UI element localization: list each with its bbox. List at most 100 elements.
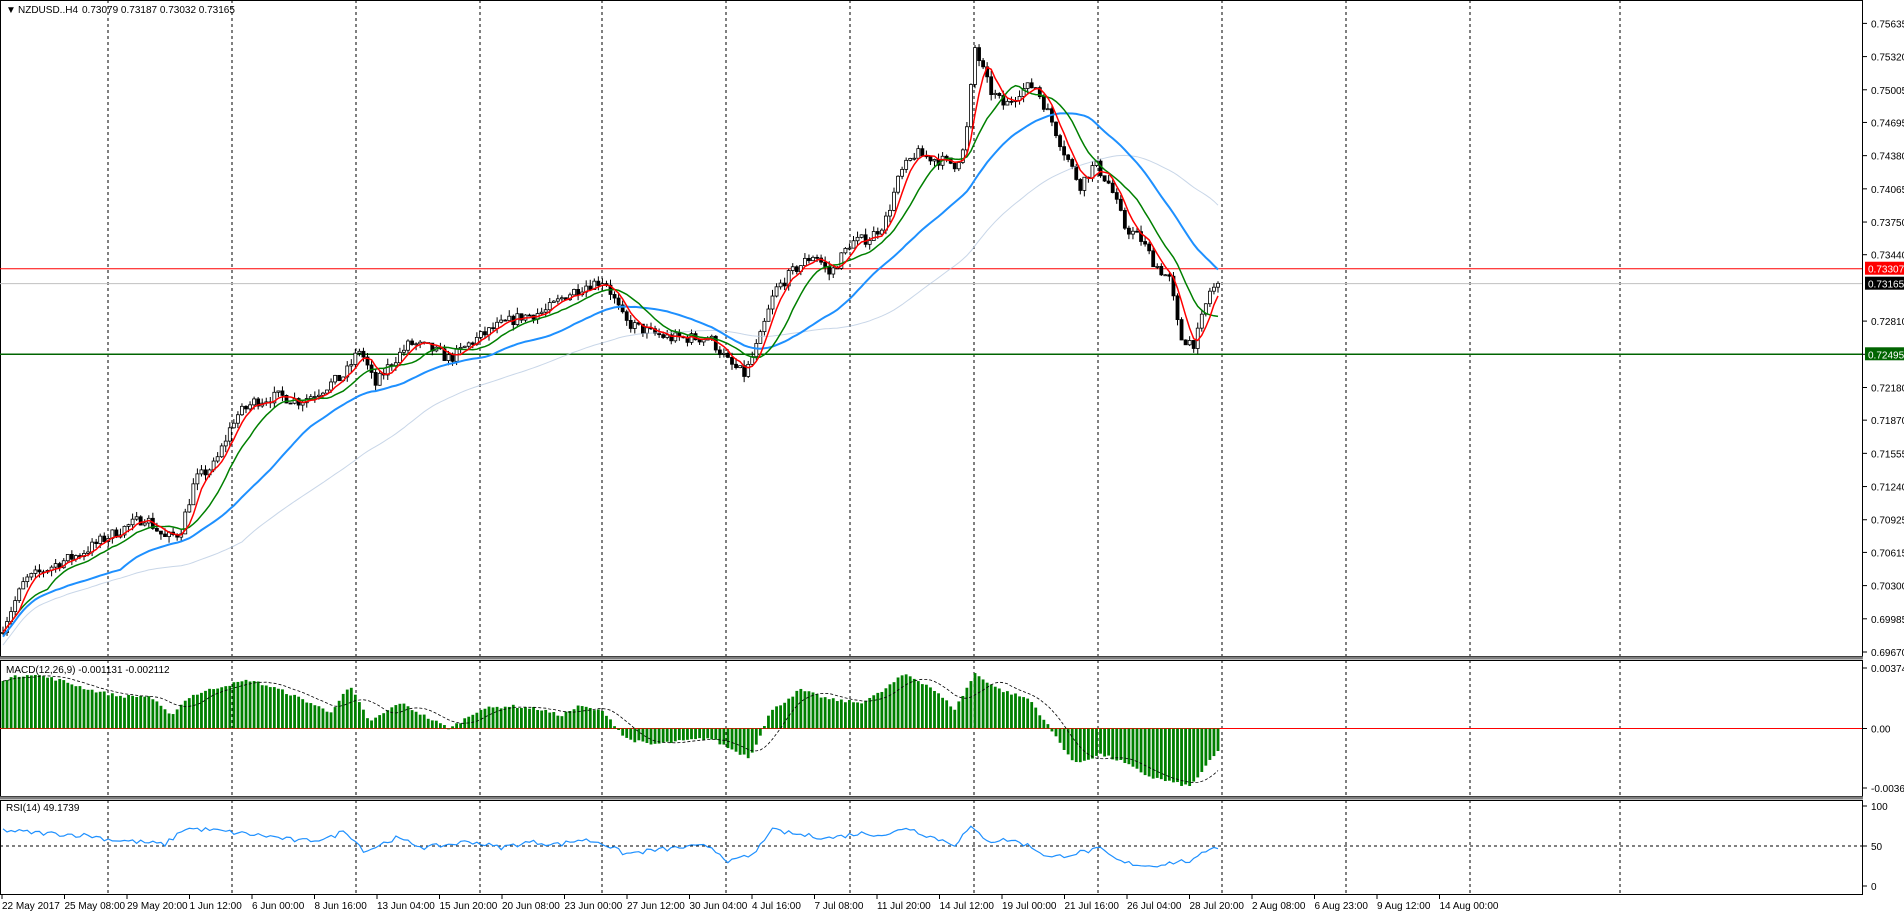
macd-bar <box>823 697 827 729</box>
macd-bar <box>698 728 701 739</box>
candle-body <box>843 248 848 254</box>
macd-bar <box>920 684 924 729</box>
macd-bar <box>260 685 264 729</box>
macd-bar <box>1091 728 1094 759</box>
macd-bar <box>669 728 673 743</box>
macd-bar <box>613 726 616 729</box>
candle-body <box>1001 95 1006 106</box>
macd-bar <box>418 714 422 729</box>
macd-bar <box>333 707 337 729</box>
candle-body <box>762 320 767 333</box>
macd-bar <box>876 692 880 729</box>
macd-bar <box>94 692 98 729</box>
candle-body <box>1135 230 1139 233</box>
ohlc-header: 0.73079 0.73187 0.73032 0.73165 <box>82 5 235 16</box>
macd-bar <box>414 711 418 729</box>
candle-body <box>770 295 775 310</box>
rsi-tick-label: 100 <box>1871 802 1888 813</box>
time-label: 19 Jul 00:00 <box>1002 901 1057 912</box>
candle-body <box>908 158 913 161</box>
candle-body <box>859 234 864 238</box>
current-price-label-bg <box>1865 276 1904 290</box>
macd-bar <box>191 694 195 729</box>
macd-bar <box>799 688 803 729</box>
price-tick-label: 0.75635 <box>1871 19 1904 30</box>
candle-body <box>730 356 734 365</box>
macd-bar <box>196 694 199 729</box>
macd-bar <box>742 728 746 755</box>
candle-body <box>1074 165 1079 180</box>
candle-body <box>1110 182 1115 193</box>
candle-body <box>357 350 362 354</box>
macd-bar <box>605 715 608 729</box>
candle-body <box>1216 282 1220 288</box>
time-axis: 22 May 2017 25 May 08:00 29 May 20:00 1 Jun… <box>1 894 1499 912</box>
candle-body <box>65 553 70 562</box>
macd-bar <box>135 697 139 729</box>
time-label: 8 Jun 16:00 <box>315 901 368 912</box>
candle-body <box>231 422 236 429</box>
macd-bar <box>212 689 215 729</box>
macd-bar <box>78 686 82 729</box>
macd-bar <box>252 681 256 729</box>
macd-bar <box>293 694 296 729</box>
candle-body <box>288 402 293 405</box>
candle-body <box>17 588 22 602</box>
macd-bar <box>933 690 936 729</box>
macd-bar <box>819 697 823 729</box>
candle-body <box>620 304 625 313</box>
price-tick-label: 0.70615 <box>1871 548 1904 559</box>
time-label: 21 Jul 16:00 <box>1065 901 1120 912</box>
price-tick-label: 0.72810 <box>1871 317 1904 328</box>
macd-bar <box>831 698 835 729</box>
vertical-grid <box>107 0 1621 894</box>
candle-body <box>98 535 103 544</box>
candle-body <box>1151 250 1156 268</box>
candle-body <box>252 398 257 406</box>
macd-bar <box>1014 693 1017 729</box>
macd-bar <box>657 728 661 744</box>
symbol-header: NZDUSD..H4 <box>18 5 78 16</box>
macd-bar <box>1135 728 1139 769</box>
candle-body <box>928 155 933 162</box>
candle-body <box>134 516 139 520</box>
macd-bar <box>839 699 843 729</box>
candle-body <box>851 240 856 249</box>
macd-bar <box>297 696 301 729</box>
candle-body <box>458 347 463 349</box>
macd-bar <box>633 728 637 743</box>
macd-bar <box>495 706 499 729</box>
price-tick-label: 0.70300 <box>1871 582 1904 593</box>
macd-bar <box>402 703 406 729</box>
macd-bar <box>908 676 912 729</box>
candle-body <box>13 600 18 613</box>
macd-bar <box>127 694 130 729</box>
candle-body <box>977 47 981 62</box>
macd-bar <box>1123 728 1127 764</box>
candle-body <box>689 333 694 343</box>
macd-bar <box>21 676 25 729</box>
macd-bar <box>17 676 21 729</box>
candle-body <box>191 483 196 506</box>
macd-bar <box>694 728 697 740</box>
macd-bar <box>860 703 863 729</box>
candle-body <box>102 535 107 542</box>
macd-bar <box>123 697 126 729</box>
macd-bar <box>406 706 410 729</box>
macd-bar <box>540 710 544 729</box>
macd-bar <box>147 696 151 729</box>
candle-body <box>256 398 261 407</box>
macd-bar <box>1038 715 1042 729</box>
candle-body <box>195 473 200 485</box>
chart-collapse-arrow-icon[interactable]: ▼ <box>6 5 16 16</box>
macd-bar <box>58 678 62 729</box>
macd-bar <box>1208 728 1212 760</box>
macd-bar <box>370 720 373 729</box>
macd-bar <box>588 708 592 729</box>
macd-bar <box>236 681 240 729</box>
macd-signal-line <box>2 675 1219 784</box>
price-axis: 0.75635 0.75320 0.75005 0.74695 0.74380 0.740… <box>1862 19 1904 893</box>
macd-bar <box>661 728 665 743</box>
price-tick-label: 0.74380 <box>1871 152 1904 163</box>
